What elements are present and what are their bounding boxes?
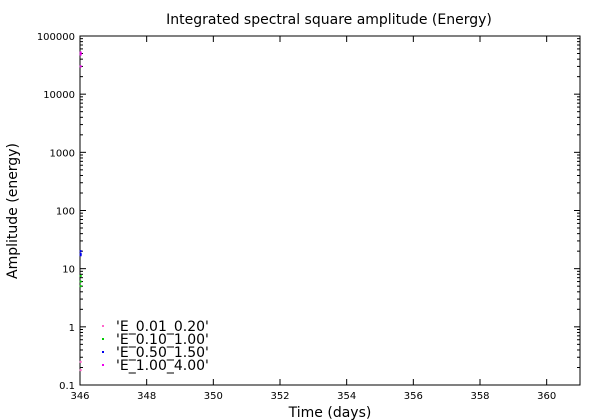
- y-tick-label: 10000: [43, 90, 75, 101]
- data-point: [79, 369, 82, 372]
- data-point: [79, 285, 82, 288]
- data-point: [79, 51, 82, 54]
- legend-label: 'E_1.00_4.00': [116, 358, 209, 374]
- chart-title: Integrated spectral square amplitude (En…: [166, 12, 492, 28]
- y-tick-label: 10: [62, 265, 75, 276]
- legend-marker: [102, 351, 104, 353]
- y-tick-label: 1000: [50, 148, 75, 159]
- y-tick-label: 100000: [37, 32, 75, 43]
- x-tick-label: 346: [70, 391, 89, 402]
- data-point: [79, 252, 82, 255]
- y-axis-label: Amplitude (energy): [5, 143, 21, 279]
- x-tick-label: 350: [204, 391, 223, 402]
- data-point: [79, 254, 82, 257]
- x-axis-label: Time (days): [288, 405, 372, 420]
- legend: 'E_0.01_0.20''E_0.10_1.00''E_0.50_1.50''…: [102, 319, 209, 374]
- y-axis: 0.1 1 10 100 1000 10000 100000: [37, 32, 580, 392]
- x-tick-label: 360: [537, 391, 556, 402]
- x-axis: 346 348 350 352 354 356 358 360: [70, 36, 556, 402]
- x-tick-label: 352: [270, 391, 289, 402]
- y-tick-label: 0.1: [59, 381, 75, 392]
- legend-label: 'E_0.01_0.20': [116, 319, 209, 335]
- x-tick-label: 348: [137, 391, 156, 402]
- x-tick-label: 358: [470, 391, 489, 402]
- x-tick-label: 356: [404, 391, 423, 402]
- y-tick-label: 100: [56, 207, 75, 218]
- data-point: [79, 274, 82, 277]
- legend-marker: [102, 325, 104, 327]
- data-point: [79, 250, 82, 253]
- data-points: [79, 51, 82, 372]
- data-point: [79, 360, 82, 363]
- legend-marker: [102, 364, 104, 366]
- data-point: [79, 280, 82, 283]
- y-tick-label: 1: [69, 323, 75, 334]
- legend-label: 'E_0.50_1.50': [116, 345, 209, 361]
- data-point: [79, 53, 82, 56]
- legend-label: 'E_0.10_1.00': [116, 332, 209, 348]
- data-point: [79, 65, 82, 68]
- legend-marker: [102, 338, 104, 340]
- x-tick-label: 354: [337, 391, 356, 402]
